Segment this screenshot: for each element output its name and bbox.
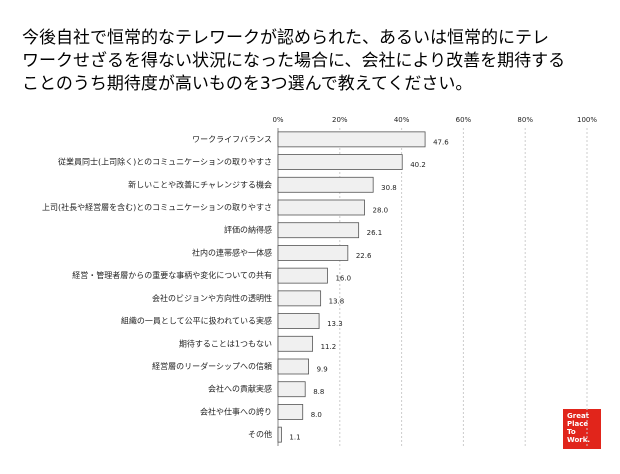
value-label: 26.1 (367, 229, 383, 237)
bar (277, 199, 365, 216)
bar (277, 426, 282, 443)
logo-text: Great (567, 412, 590, 420)
bar (277, 245, 349, 261)
category-label: 会社のビジョンや方向性の透明性 (152, 293, 272, 303)
logo (563, 409, 601, 449)
value-label: 22.6 (356, 252, 372, 260)
value-label: 11.2 (321, 343, 337, 351)
category-label: その他 (248, 429, 272, 439)
category-label: 会社への貢献実感 (208, 384, 272, 394)
bar (277, 267, 328, 284)
bar (277, 313, 320, 329)
value-label: 13.8 (329, 297, 345, 305)
bar (277, 222, 360, 239)
value-label: 40.2 (410, 161, 426, 169)
category-label: 経営・管理者層からの重要な事柄や変化についての共有 (72, 270, 272, 280)
bar (277, 176, 374, 193)
x-tick-label: 60% (456, 116, 472, 124)
category-label: 会社や仕事への誇り (200, 406, 272, 416)
x-tick-label: 0% (272, 116, 283, 124)
value-label: 47.6 (433, 138, 449, 146)
category-label: 組織の一員として公平に扱われている実感 (121, 316, 272, 326)
title-line: ワークせざるを得ない状況になった場合に、会社により改善を期待する (22, 50, 565, 71)
value-label: 28.0 (373, 207, 389, 215)
x-tick-label: 40% (394, 116, 410, 124)
value-label: 30.8 (381, 184, 397, 192)
bar (277, 154, 403, 170)
x-tick-label: 20% (332, 116, 348, 124)
bar (277, 381, 306, 398)
logo-text: Work. (567, 436, 590, 444)
bar (277, 131, 426, 148)
category-label: 評価の納得感 (224, 225, 272, 235)
value-label: 1.1 (289, 434, 300, 442)
x-tick-label: 80% (517, 116, 533, 124)
value-label: 16.0 (335, 275, 351, 283)
value-label: 8.0 (311, 411, 322, 419)
value-label: 13.3 (327, 320, 343, 328)
logo-text: To (567, 428, 576, 436)
bar (277, 404, 304, 420)
logo-text: Place (567, 420, 588, 428)
value-label: 8.8 (313, 388, 324, 396)
category-label: 社内の連帯感や一体感 (192, 247, 272, 257)
category-label: 従業員同士(上司除く)とのコミュニケーションの取りやすさ (58, 157, 272, 167)
category-label: ワークライフバランス (192, 135, 272, 144)
category-label: 期待することは1つもない (179, 338, 272, 348)
title-line: ことのうち期待度が高いものを3つ選んで教えてください。 (22, 74, 472, 94)
category-label: 経営層のリーダーシップへの信頼 (152, 361, 272, 371)
category-label: 上司(社長や経営層を含む)とのコミュニケーションの取りやすさ (42, 202, 272, 212)
value-label: 9.9 (317, 366, 328, 374)
x-tick-label: 100% (577, 116, 597, 124)
bar (277, 335, 314, 352)
title-line: 今後自社で恒常的なテレワークが認められた、あるいは恒常的にテレ (22, 28, 549, 48)
bar (277, 358, 309, 375)
bar (277, 290, 322, 307)
category-label: 新しいことや改善にチャレンジする機会 (128, 179, 272, 189)
